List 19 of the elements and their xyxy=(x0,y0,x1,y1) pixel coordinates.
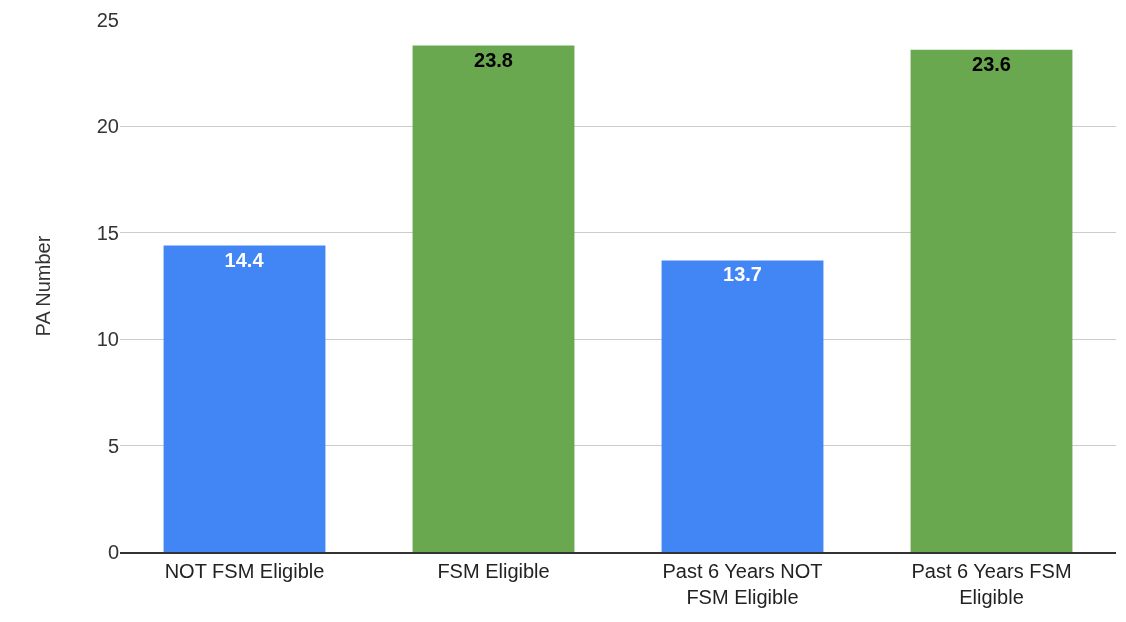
bar xyxy=(412,45,575,552)
x-tick-label: NOT FSM Eligible xyxy=(164,559,325,582)
y-tick-label: 0 xyxy=(107,541,119,563)
x-tick-label: Past 6 Years NOT FSM Eligible xyxy=(662,559,823,608)
data-label: 23.6 xyxy=(972,52,1011,75)
data-label: 14.4 xyxy=(224,248,265,271)
y-tick-label: 20 xyxy=(96,115,119,138)
y-tick-label: 15 xyxy=(96,221,119,244)
y-tick-label: 25 xyxy=(96,9,119,31)
bar xyxy=(910,49,1073,552)
data-label: 13.7 xyxy=(723,263,762,286)
bar xyxy=(163,245,326,552)
bar xyxy=(661,260,824,552)
data-label: 23.8 xyxy=(474,48,513,71)
y-tick-label: 10 xyxy=(96,328,119,351)
x-tick-label: Past 6 Years FSM Eligible xyxy=(911,559,1072,608)
y-axis-title: PA Number xyxy=(32,235,55,337)
x-tick-label: FSM Eligible xyxy=(437,559,550,582)
y-tick-label: 5 xyxy=(107,434,119,457)
